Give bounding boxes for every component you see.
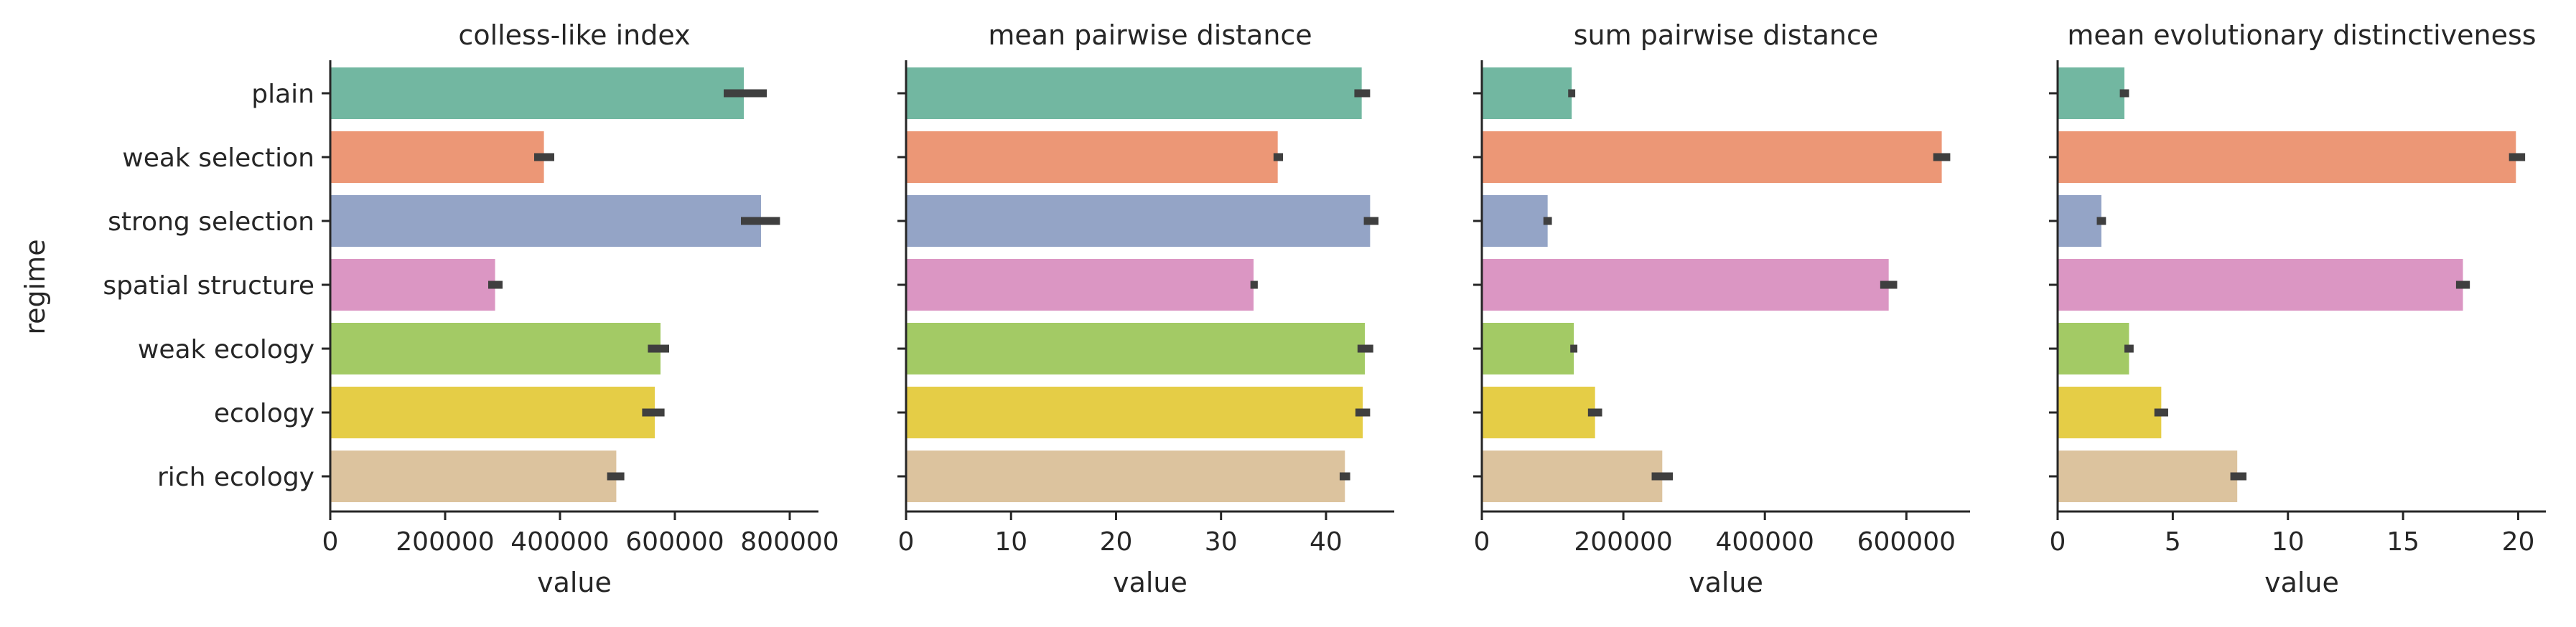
bar-weak-ecology bbox=[2058, 323, 2129, 374]
bar-spatial-structure bbox=[2058, 259, 2463, 311]
x-tick-label: 30 bbox=[1205, 527, 1238, 557]
x-axis-label: value bbox=[537, 567, 612, 598]
y-tick-label: spatial structure bbox=[103, 271, 314, 301]
x-tick-label: 800000 bbox=[740, 527, 839, 557]
x-tick-label: 600000 bbox=[625, 527, 724, 557]
bar-weak-selection bbox=[1482, 131, 1942, 183]
x-tick-label: 0 bbox=[1474, 527, 1490, 557]
bar-weak-ecology bbox=[906, 323, 1366, 374]
bar-ecology bbox=[1482, 387, 1595, 438]
y-tick-label: weak selection bbox=[122, 143, 314, 173]
bar-rich-ecology bbox=[906, 451, 1345, 502]
panel-4: mean evolutionary distinctiveness 0 5 10 15 2… bbox=[2049, 19, 2546, 598]
y-tick-label: weak ecology bbox=[138, 335, 314, 364]
x-tick-label: 200000 bbox=[396, 527, 494, 557]
panel-title: colless-like index bbox=[458, 19, 690, 51]
bar-strong-selection bbox=[330, 195, 761, 247]
x-tick-label: 20 bbox=[1100, 527, 1133, 557]
panel-title: mean evolutionary distinctiveness bbox=[2067, 19, 2536, 51]
bar-rich-ecology bbox=[2058, 451, 2238, 502]
x-tick-label: 600000 bbox=[1857, 527, 1956, 557]
bar-weak-selection bbox=[2058, 131, 2516, 183]
x-tick-label: 0 bbox=[322, 527, 339, 557]
panels: colless-like index plain weak selection str… bbox=[103, 19, 2546, 598]
bar-spatial-structure bbox=[1482, 259, 1889, 311]
y-tick-label: plain bbox=[251, 80, 314, 109]
bar-weak-ecology bbox=[330, 323, 661, 374]
x-tick-label: 10 bbox=[2272, 527, 2305, 557]
x-tick-label: 20 bbox=[2502, 527, 2535, 557]
x-axis-label: value bbox=[1113, 567, 1187, 598]
bar-plain bbox=[2058, 67, 2125, 119]
panel-3: sum pairwise distance 0 200000 400000 600000… bbox=[1473, 19, 1970, 598]
x-tick-label: 40 bbox=[1310, 527, 1343, 557]
bar-rich-ecology bbox=[330, 451, 617, 502]
x-axis-label: value bbox=[2264, 567, 2339, 598]
bar-weak-selection bbox=[906, 131, 1278, 183]
bar-strong-selection bbox=[906, 195, 1371, 247]
panel-title: sum pairwise distance bbox=[1574, 19, 1878, 51]
bar-plain bbox=[1482, 67, 1572, 119]
bar-spatial-structure bbox=[906, 259, 1254, 311]
x-tick-label: 0 bbox=[2050, 527, 2066, 557]
panel-1: colless-like index plain weak selection str… bbox=[103, 19, 839, 598]
bar-ecology bbox=[2058, 387, 2162, 438]
x-axis-label: value bbox=[1689, 567, 1763, 598]
bar-ecology bbox=[906, 387, 1363, 438]
x-tick-label: 5 bbox=[2165, 527, 2181, 557]
bar-rich-ecology bbox=[1482, 451, 1663, 502]
bar-strong-selection bbox=[2058, 195, 2101, 247]
bar-ecology bbox=[330, 387, 655, 438]
x-tick-label: 400000 bbox=[510, 527, 609, 557]
panel-title: mean pairwise distance bbox=[988, 19, 1312, 51]
bar-weak-selection bbox=[330, 131, 544, 183]
x-tick-label: 400000 bbox=[1715, 527, 1814, 557]
x-tick-label: 10 bbox=[994, 527, 1027, 557]
bar-plain bbox=[330, 67, 744, 119]
y-tick-label: strong selection bbox=[108, 207, 314, 237]
x-tick-label: 200000 bbox=[1574, 527, 1672, 557]
y-tick-label: rich ecology bbox=[157, 463, 314, 492]
bar-spatial-structure bbox=[330, 259, 495, 311]
y-tick-label: ecology bbox=[214, 399, 314, 428]
bar-weak-ecology bbox=[1482, 323, 1574, 374]
y-axis-label: regime bbox=[19, 239, 51, 334]
bar-strong-selection bbox=[1482, 195, 1548, 247]
x-tick-label: 0 bbox=[898, 527, 915, 557]
x-tick-label: 15 bbox=[2386, 527, 2419, 557]
bar-plain bbox=[906, 67, 1362, 119]
panel-2: mean pairwise distance 0 10 20 30 40 value bbox=[897, 19, 1394, 598]
